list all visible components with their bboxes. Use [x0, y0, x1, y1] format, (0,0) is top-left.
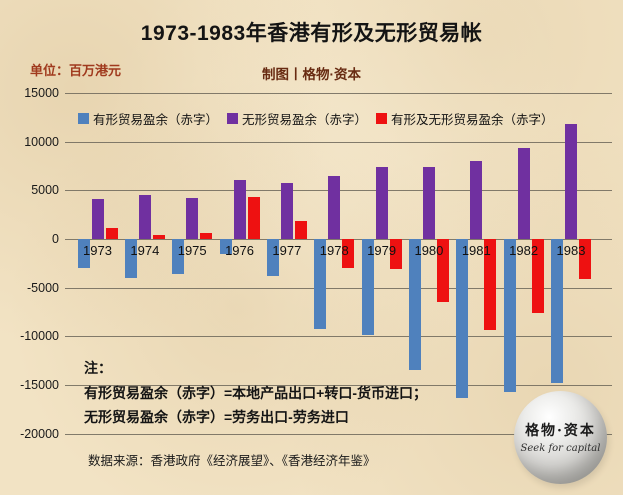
note-line-invisible-formula: 无形贸易盈余（赤字）=劳务出口-劳务进口 [84, 409, 349, 425]
bar-invisible-trade-balance-1983 [565, 124, 577, 239]
gridline-10000 [65, 141, 612, 143]
x-axis-label-1976: 1976 [225, 243, 254, 258]
legend-item-invisible-trade-balance: 无形贸易盈余（赤字） [227, 109, 367, 128]
bar-visible-trade-balance-1977 [266, 239, 279, 276]
bar-combined-trade-balance-1982 [531, 239, 544, 314]
x-axis-label-1980: 1980 [414, 243, 444, 258]
x-axis-label-1981: 1981 [461, 243, 491, 258]
bar-visible-trade-balance-1974 [124, 239, 137, 278]
y-axis-label--15000: -15000 [20, 378, 59, 393]
bar-visible-trade-balance-1982 [503, 239, 516, 392]
x-axis-label-1974: 1974 [130, 243, 160, 258]
y-axis-label--20000: -20000 [20, 426, 59, 441]
legend: 有形贸易盈余（赤字） 无形贸易盈余（赤字） 有形及无形贸易盈余（赤字） [78, 109, 554, 128]
y-axis-label--5000: -5000 [27, 280, 59, 295]
y-axis-label--10000: -10000 [20, 329, 59, 344]
bar-invisible-trade-balance-1973 [91, 199, 104, 239]
bar-invisible-trade-balance-1976 [233, 179, 246, 239]
y-axis-label-15000: 15000 [24, 85, 59, 100]
legend-label-combined-trade-balance: 有形及无形贸易盈余（赤字） [391, 113, 554, 127]
legend-item-visible-trade-balance: 有形贸易盈余（赤字） [78, 109, 218, 128]
legend-swatch-combined-trade-balance [376, 113, 388, 124]
bar-visible-trade-balance-1975 [172, 239, 185, 275]
x-axis-label-1977: 1977 [272, 243, 302, 258]
bar-combined-trade-balance-1980 [436, 239, 449, 303]
unit-label: 单位：百万港元 [30, 63, 122, 78]
y-axis-label-10000: 10000 [24, 134, 59, 149]
bar-combined-trade-balance-1981 [484, 239, 497, 330]
bar-combined-trade-balance-1975 [200, 233, 213, 239]
legend-label-invisible-trade-balance: 无形贸易盈余（赤字） [242, 113, 368, 127]
legend-label-visible-trade-balance: 有形贸易盈余（赤字） [93, 113, 219, 127]
watermark-chinese: 格物·资本 [525, 423, 596, 439]
watermark-english: Seek for capital [520, 443, 601, 454]
x-axis-label-1982: 1982 [509, 243, 539, 258]
note-line-visible-formula: 有形贸易盈余（赤字）=本地产品出口+转口-货币进口； [84, 385, 428, 401]
bar-visible-trade-balance-1981 [456, 239, 469, 398]
gridline-0 [65, 239, 612, 240]
bar-combined-trade-balance-1973 [105, 228, 118, 239]
data-source: 数据来源：香港政府《经济展望》、《香港经济年鉴》 [88, 454, 376, 468]
x-axis-label-1979: 1979 [367, 243, 397, 258]
bar-invisible-trade-balance-1980 [422, 166, 435, 239]
bar-invisible-trade-balance-1975 [186, 198, 199, 239]
bar-combined-trade-balance-1983 [579, 239, 591, 279]
watermark-seal: 格物·资本 Seek for capital [514, 391, 607, 484]
gridline--10000 [65, 336, 612, 338]
y-axis-label-0: 0 [52, 232, 59, 246]
bar-visible-trade-balance-1980 [408, 239, 421, 370]
legend-swatch-invisible-trade-balance [227, 113, 239, 124]
bar-invisible-trade-balance-1982 [517, 147, 530, 239]
legend-item-combined-trade-balance: 有形及无形贸易盈余（赤字） [376, 109, 554, 128]
x-axis-label-1983: 1983 [556, 243, 586, 258]
gridline--20000 [65, 433, 612, 435]
x-axis-label-1975: 1975 [177, 243, 207, 258]
bar-combined-trade-balance-1979 [389, 239, 402, 270]
bar-invisible-trade-balance-1978 [328, 175, 341, 239]
gridline-15000 [65, 92, 612, 94]
legend-swatch-visible-trade-balance [78, 113, 89, 124]
notes-block: 注： 有形贸易盈余（赤字）=本地产品出口+转口-货币进口； 无形贸易盈余（赤字）… [84, 360, 427, 433]
bar-visible-trade-balance-1973 [77, 239, 90, 269]
bar-combined-trade-balance-1978 [342, 239, 355, 269]
bar-invisible-trade-balance-1981 [470, 160, 483, 239]
x-axis-label-1978: 1978 [319, 243, 349, 258]
note-heading: 注： [84, 360, 112, 376]
credit-label: 制图丨格物·资本 [262, 67, 361, 82]
chart-title: 1973-1983年香港有形及无形贸易帐 [140, 22, 483, 45]
y-axis-label-5000: 5000 [31, 183, 59, 198]
bar-invisible-trade-balance-1977 [280, 183, 293, 239]
bar-combined-trade-balance-1974 [152, 235, 165, 239]
bar-visible-trade-balance-1983 [551, 239, 563, 384]
bar-invisible-trade-balance-1974 [138, 195, 151, 239]
bar-visible-trade-balance-1976 [219, 239, 232, 254]
bar-combined-trade-balance-1976 [247, 197, 260, 239]
bar-invisible-trade-balance-1979 [375, 167, 388, 239]
bar-visible-trade-balance-1979 [361, 239, 374, 336]
gridline--15000 [65, 385, 612, 387]
gridline--5000 [65, 287, 612, 289]
bar-combined-trade-balance-1977 [294, 221, 307, 239]
bar-visible-trade-balance-1978 [314, 239, 327, 329]
x-axis-label-1973: 1973 [83, 243, 112, 258]
